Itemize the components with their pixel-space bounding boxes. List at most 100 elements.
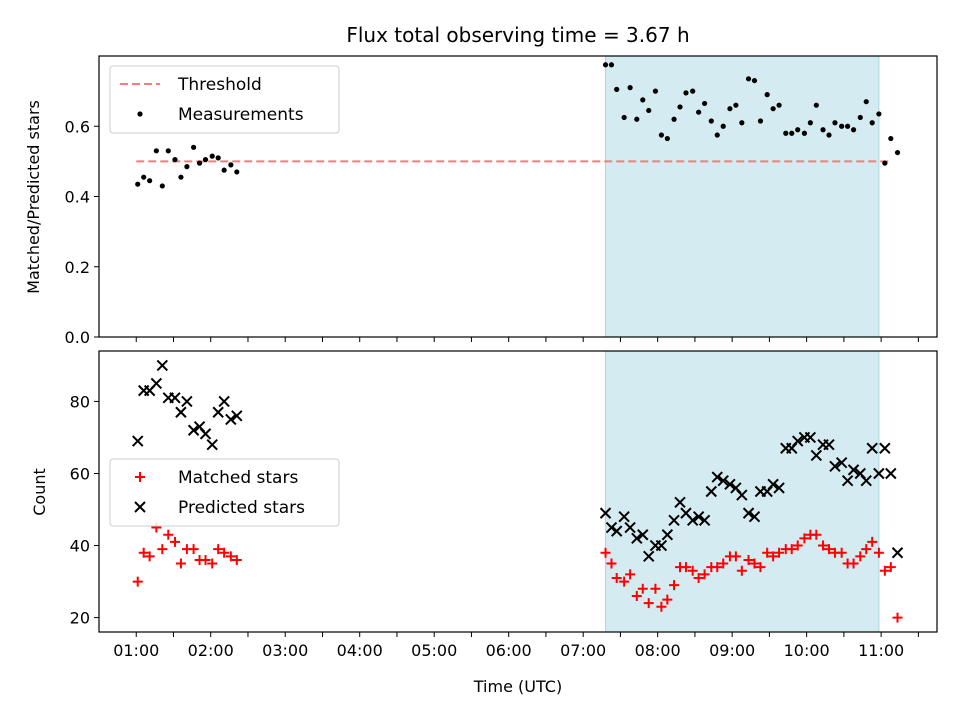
- x-tick-label: 06:00: [486, 641, 532, 660]
- data-point: [791, 435, 804, 447]
- data-point: [196, 160, 203, 166]
- data-point: [652, 88, 659, 94]
- data-point: [631, 532, 643, 545]
- data-point: [801, 130, 808, 136]
- data-point: [602, 62, 609, 68]
- data-point: [200, 554, 211, 565]
- data-point: [219, 547, 230, 558]
- data-point: [231, 410, 243, 422]
- data-point: [664, 135, 670, 142]
- data-point: [625, 569, 636, 580]
- data-point: [655, 539, 668, 552]
- data-point: [773, 482, 785, 494]
- observing-window: [605, 350, 880, 633]
- x-tick-label: 09:00: [709, 641, 755, 660]
- data-point: [686, 514, 699, 527]
- data-point: [860, 474, 872, 487]
- data-point: [882, 160, 888, 166]
- data-point: [175, 406, 187, 418]
- data-point: [187, 424, 200, 436]
- data-point: [231, 554, 242, 565]
- data-point: [669, 580, 680, 591]
- data-point: [693, 572, 704, 583]
- y-tick-label: 0.0: [65, 328, 90, 347]
- data-point: [832, 120, 838, 126]
- data-point: [178, 174, 184, 180]
- data-point: [637, 583, 648, 594]
- data-point: [650, 583, 661, 594]
- y-axis-title-count: Count: [30, 468, 49, 516]
- data-point: [141, 174, 147, 180]
- data-point: [153, 148, 159, 154]
- data-point: [745, 76, 752, 82]
- data-point: [795, 127, 801, 133]
- data-point: [739, 120, 745, 126]
- data-point: [643, 598, 654, 609]
- x-tick-label: 03:00: [262, 641, 308, 660]
- data-point: [720, 123, 726, 129]
- y-tick-label: 20: [70, 609, 90, 628]
- data-point: [215, 155, 221, 161]
- data-point: [212, 406, 224, 418]
- data-point: [855, 551, 866, 562]
- data-point: [600, 547, 611, 558]
- data-point: [711, 471, 723, 483]
- data-point: [867, 536, 878, 547]
- data-point: [147, 178, 153, 184]
- data-point: [611, 572, 622, 583]
- data-point: [879, 442, 891, 454]
- y-tick-label: 0.6: [65, 117, 90, 136]
- data-point: [742, 507, 755, 519]
- data-point: [708, 118, 714, 124]
- data-point: [234, 169, 240, 175]
- data-point: [811, 529, 822, 540]
- data-point: [813, 102, 819, 108]
- data-point: [701, 100, 708, 107]
- x-tick-label: 04:00: [337, 641, 383, 660]
- data-point: [869, 120, 875, 126]
- data-point: [169, 536, 180, 547]
- data-point: [138, 547, 149, 558]
- data-point: [847, 464, 860, 476]
- data-point: [206, 438, 218, 451]
- data-point: [132, 435, 144, 447]
- data-point: [150, 377, 163, 390]
- data-point: [634, 116, 640, 122]
- data-point: [799, 533, 810, 544]
- data-point: [627, 85, 633, 91]
- ratio-panel: 0.0 0.2 0.4 0.6 Threshold Measurements: [65, 55, 938, 347]
- data-point: [631, 590, 642, 601]
- legend-swatch: [137, 111, 143, 117]
- data-point: [861, 544, 872, 555]
- data-point: [717, 474, 729, 487]
- data-point: [683, 90, 689, 96]
- data-point: [804, 431, 817, 444]
- data-point: [857, 114, 863, 121]
- data-point: [743, 554, 754, 565]
- data-point: [792, 540, 803, 551]
- data-point: [671, 116, 677, 122]
- data-point: [668, 514, 680, 527]
- data-point: [768, 551, 779, 562]
- x-axis-title: Time (UTC): [473, 677, 562, 696]
- data-point: [199, 428, 212, 440]
- data-point: [705, 485, 718, 498]
- data-point: [789, 130, 795, 136]
- data-point: [658, 132, 664, 138]
- data-point: [841, 474, 854, 487]
- data-point: [661, 529, 674, 541]
- data-point: [181, 395, 193, 408]
- data-point: [751, 77, 758, 84]
- data-point: [172, 157, 178, 163]
- data-point: [606, 558, 617, 569]
- data-point: [157, 544, 168, 555]
- data-point: [829, 460, 841, 472]
- legend-label: Predicted stars: [178, 498, 305, 518]
- data-point: [640, 97, 646, 103]
- y-axis-title-ratio: Matched/Predicted stars: [24, 100, 43, 294]
- data-point: [767, 478, 779, 491]
- data-point: [786, 544, 797, 555]
- data-point: [764, 92, 770, 98]
- legend-box: [109, 65, 340, 134]
- data-point: [748, 511, 761, 523]
